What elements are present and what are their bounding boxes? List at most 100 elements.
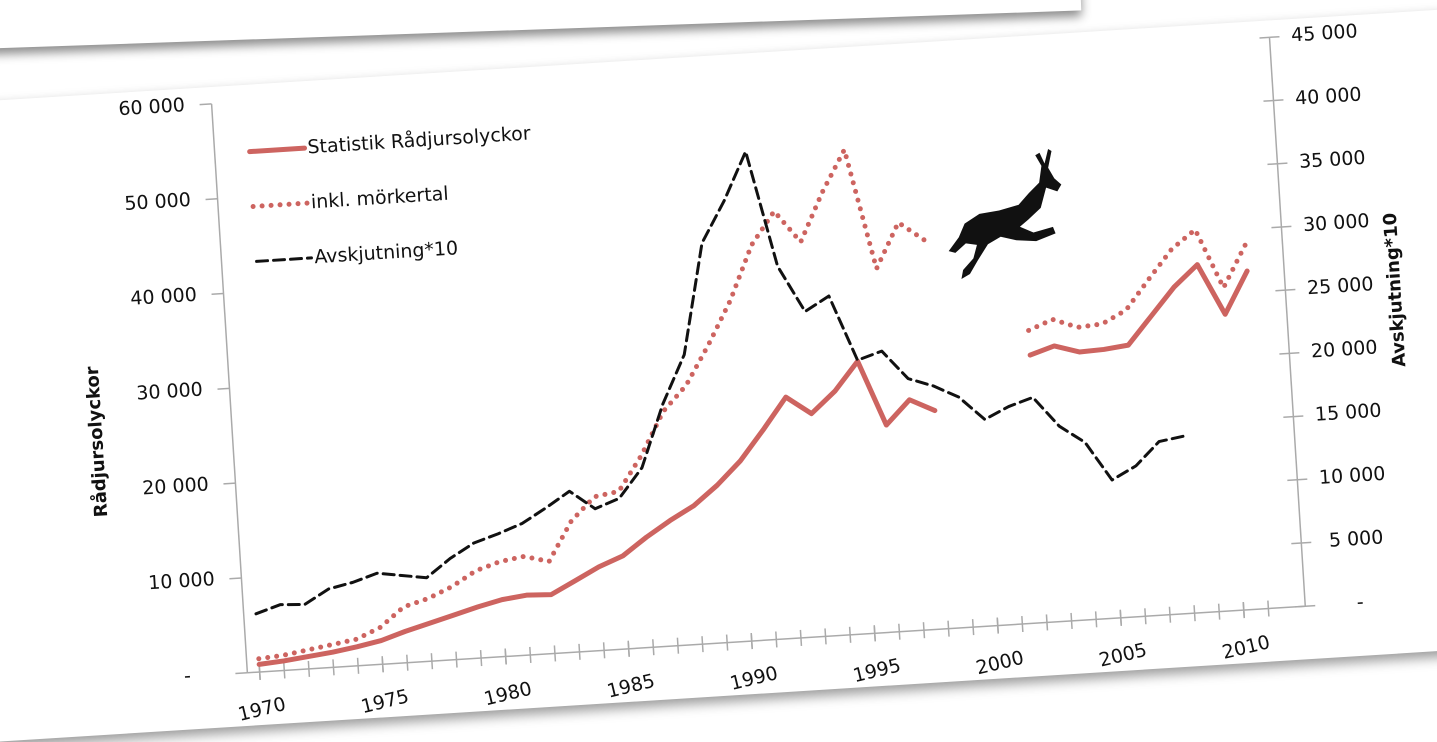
x-tick	[1242, 602, 1246, 619]
y2-axis-title: Avskjutning*10	[1380, 212, 1411, 367]
x-minor-tick	[824, 628, 827, 645]
x-minor-tick	[479, 650, 483, 667]
x-minor-tick	[1045, 614, 1049, 631]
legend-swatch	[250, 200, 311, 209]
x-tick-label: 1990	[728, 662, 780, 695]
y2-tick	[1271, 225, 1292, 229]
legend-swatch	[247, 145, 308, 155]
x-minor-tick	[578, 643, 581, 660]
y2-tick	[1295, 604, 1316, 608]
x-minor-tick	[652, 639, 655, 656]
x-minor-tick	[725, 634, 729, 651]
x-tick	[504, 648, 507, 665]
y-tick-label: 10 000	[148, 568, 216, 594]
x-tick-label: 1980	[482, 678, 534, 711]
x-minor-tick	[602, 642, 606, 659]
x-minor-tick	[898, 623, 901, 640]
x-tick	[627, 640, 630, 657]
page: Rådjursolyckor Avskjutning*10 - 10 000 20 …	[80, 20, 1411, 721]
x-minor-tick	[307, 660, 311, 677]
x-minor-tick	[799, 629, 803, 646]
x-tick-label: 2010	[1220, 631, 1272, 664]
y2-tick-label: 10 000	[1318, 463, 1386, 489]
x-minor-tick	[283, 662, 286, 679]
x-minor-tick	[529, 646, 532, 663]
y2-tick	[1263, 99, 1284, 102]
series-line	[256, 147, 1248, 662]
series-line	[256, 262, 1250, 667]
y2-tick-label: 35 000	[1298, 147, 1366, 173]
y2-tick	[1279, 351, 1300, 355]
x-minor-tick	[1193, 605, 1196, 622]
y-tick	[217, 387, 230, 390]
x-minor-tick	[1168, 606, 1172, 623]
legend-label: inkl. mörkertal	[310, 183, 449, 214]
y-tick-label: 30 000	[136, 379, 204, 405]
x-tick-label: 1995	[851, 654, 903, 687]
y-tick	[211, 292, 224, 296]
y-tick-label: -	[183, 665, 191, 687]
y2-tick	[1259, 35, 1280, 39]
x-minor-tick	[701, 636, 704, 653]
legend-label: Avskjutning*10	[314, 237, 459, 268]
x-tick	[873, 625, 876, 642]
y2-tick	[1275, 288, 1296, 292]
x-minor-tick	[1021, 615, 1024, 633]
y-axis-title: Rådjursolyckor	[81, 366, 112, 518]
x-minor-tick	[553, 645, 557, 662]
x-tick-label: 1985	[605, 670, 657, 703]
chart-body: Rådjursolyckor Avskjutning*10 - 10 000 20 …	[81, 20, 1411, 721]
x-minor-tick	[1144, 608, 1147, 625]
y2-tick	[1283, 415, 1304, 418]
x-tick	[996, 617, 999, 634]
x-minor-tick	[1094, 611, 1098, 628]
y-tick-label: 50 000	[124, 189, 192, 215]
y-tick-label: 60 000	[118, 94, 186, 120]
y2-tick-label: 25 000	[1306, 273, 1374, 299]
deer-icon	[948, 148, 1062, 279]
x-minor-tick	[922, 622, 926, 639]
y2-tick	[1287, 478, 1308, 482]
x-minor-tick	[676, 637, 680, 654]
y2-tick-label: 15 000	[1314, 400, 1382, 426]
x-minor-tick	[406, 654, 409, 671]
x-minor-tick	[1267, 600, 1270, 617]
legend-label: Statistik Rådjursolyckor	[307, 121, 532, 158]
x-minor-tick	[455, 651, 458, 668]
x-tick	[381, 656, 384, 673]
y-tick	[235, 672, 248, 675]
y2-tick	[1291, 541, 1312, 545]
x-minor-tick	[356, 657, 360, 674]
y-tick	[205, 197, 218, 201]
y-tick	[223, 482, 236, 485]
x-tick	[1119, 609, 1123, 626]
x-minor-tick	[971, 619, 975, 636]
y2-axis	[1268, 37, 1307, 607]
x-minor-tick	[1217, 603, 1221, 620]
x-tick-label: 2005	[1097, 639, 1149, 672]
y-tick-label: 20 000	[142, 473, 210, 499]
y2-tick-label: 5 000	[1328, 526, 1384, 551]
x-tick-label: 1975	[359, 685, 411, 718]
x-minor-tick	[430, 653, 434, 670]
y-tick	[229, 577, 242, 580]
legend-swatch	[255, 256, 313, 263]
x-minor-tick	[1070, 612, 1073, 629]
x-tick	[750, 633, 753, 650]
y2-tick-label: 20 000	[1310, 336, 1378, 362]
y-tick-label: 40 000	[130, 284, 198, 310]
chart: Rådjursolyckor Avskjutning*10 - 10 000 20 …	[81, 20, 1411, 721]
x-minor-tick	[775, 631, 778, 648]
y2-tick-label: 40 000	[1294, 84, 1362, 110]
y2-tick-label: -	[1356, 591, 1364, 613]
y2-tick	[1267, 162, 1288, 166]
y2-tick-label: 45 000	[1290, 20, 1358, 46]
x-tick-label: 2000	[974, 647, 1026, 680]
x-minor-tick	[848, 626, 852, 643]
y-tick	[199, 103, 212, 106]
series-line	[254, 150, 1185, 616]
x-minor-tick	[332, 659, 335, 676]
x-minor-tick	[947, 620, 950, 637]
x-tick-label: 1970	[236, 693, 288, 721]
y2-tick-label: 30 000	[1302, 210, 1370, 236]
